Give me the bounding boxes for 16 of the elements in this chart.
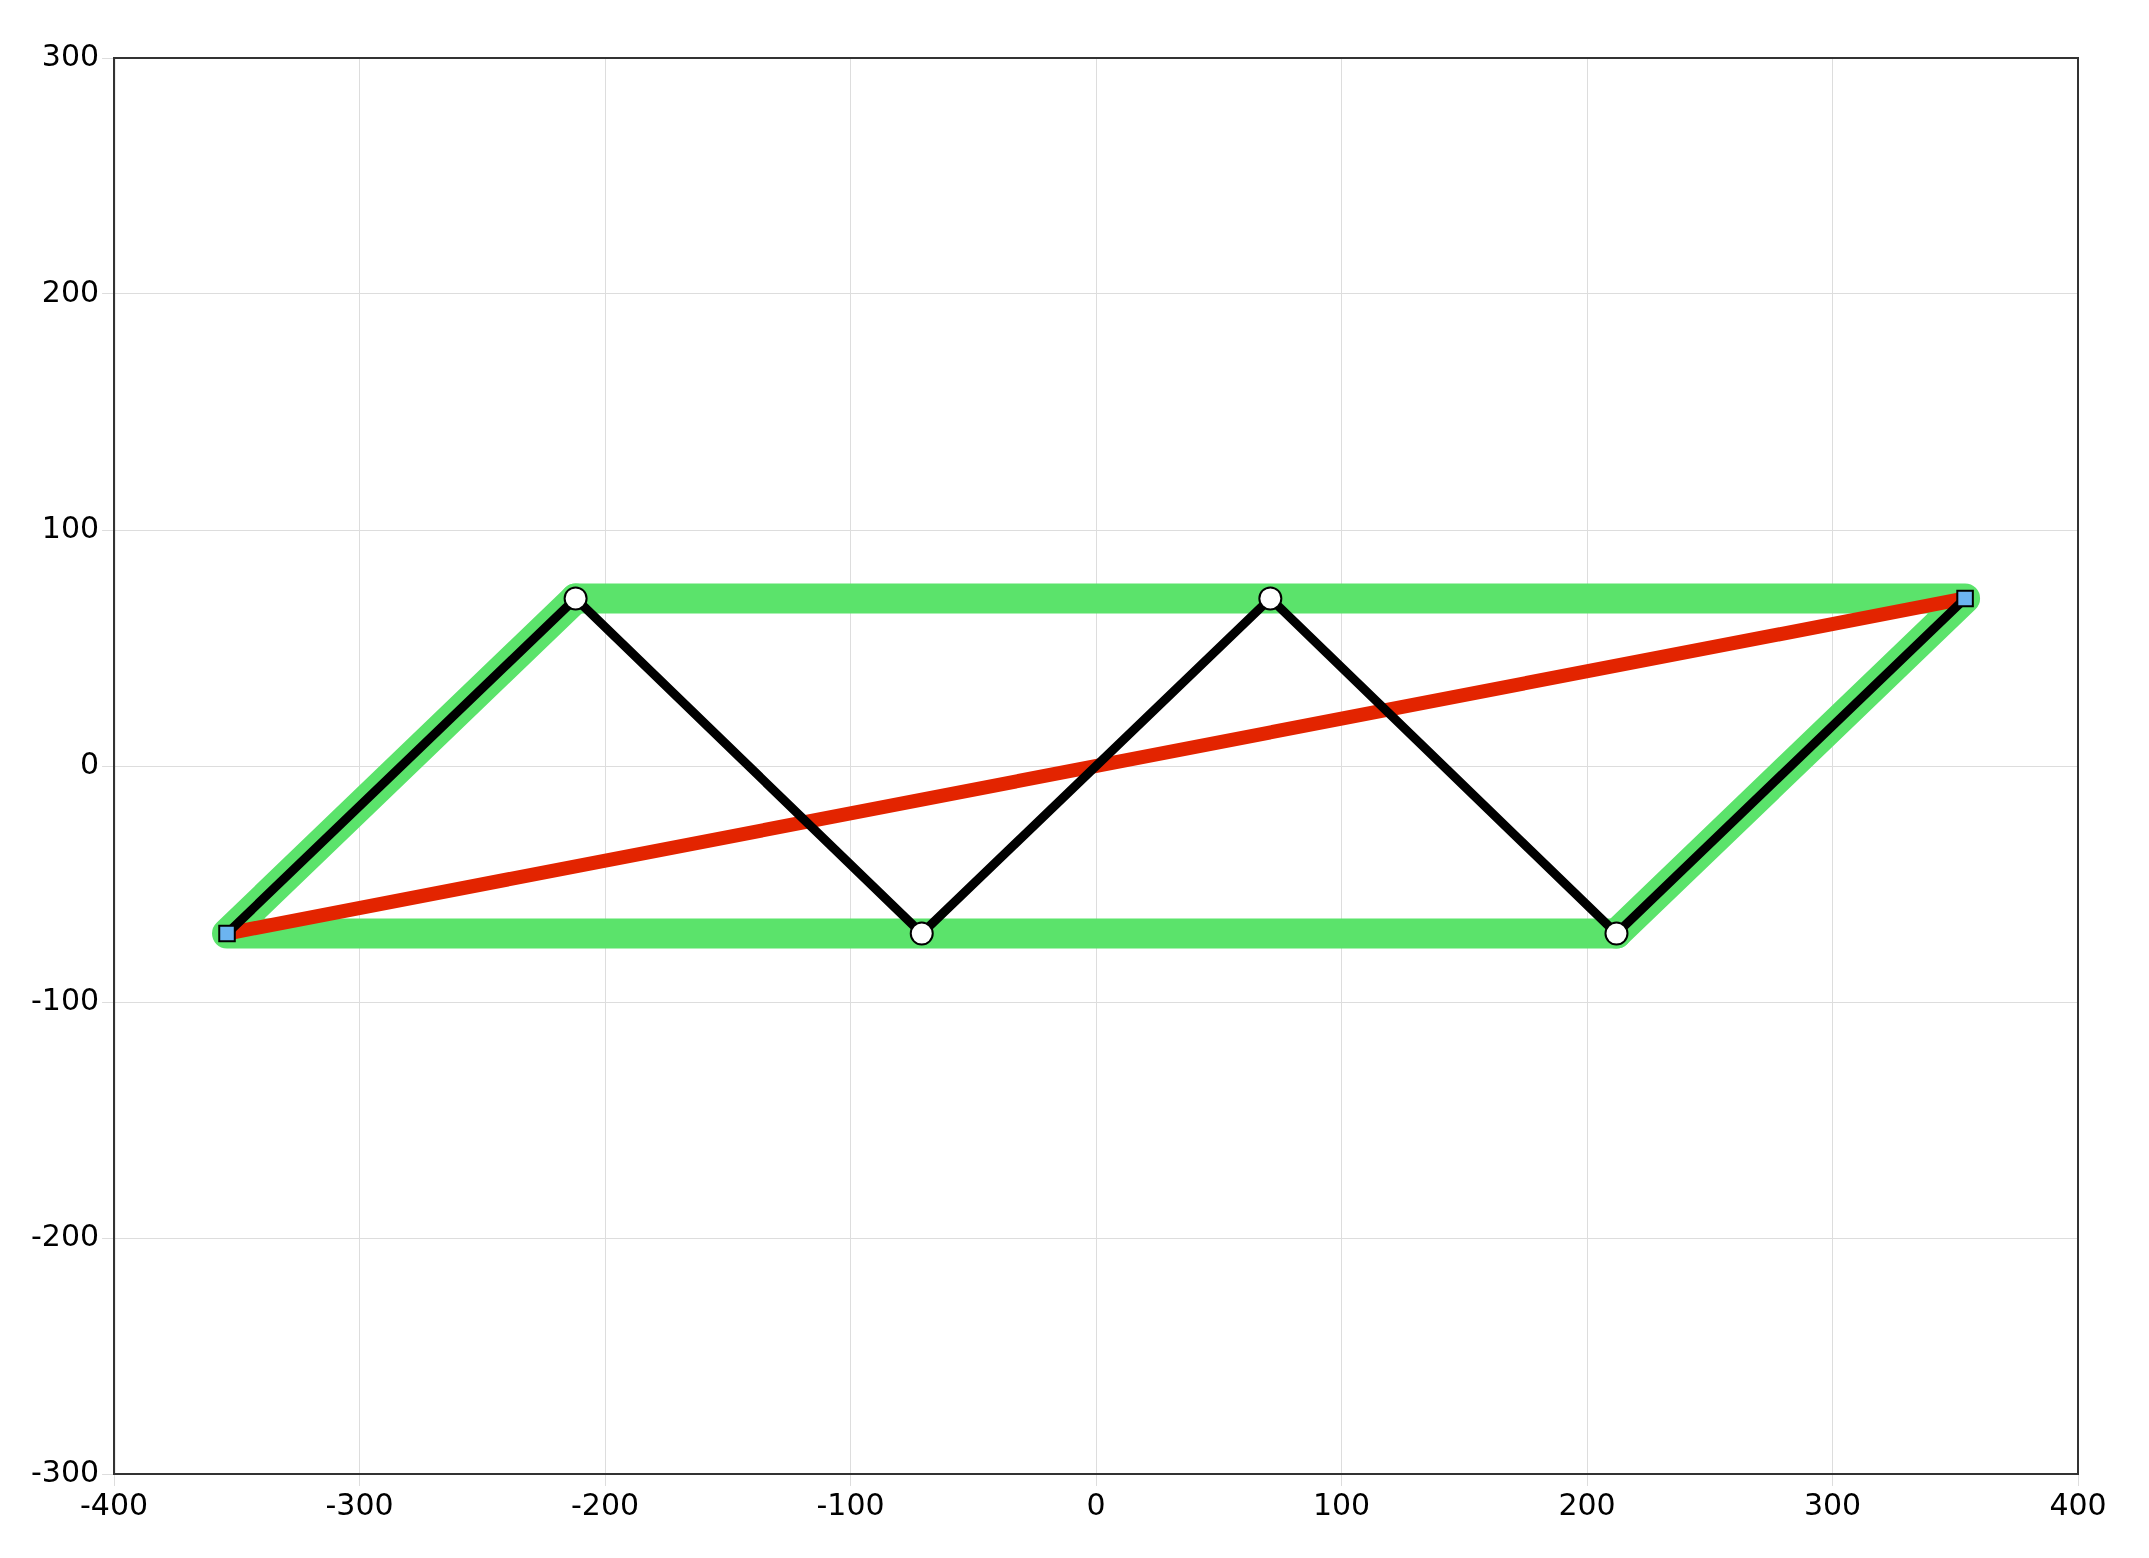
y-tick-label: 0 (79, 745, 100, 781)
x-tick-label: 200 (1558, 1486, 1616, 1522)
x-tick-label: -100 (816, 1486, 885, 1522)
x-tick-label: 0 (1086, 1486, 1106, 1522)
y-tick-label: 200 (41, 273, 100, 309)
y-tick-label: 300 (41, 37, 100, 73)
x-tick-label: 400 (2049, 1486, 2107, 1522)
x-tick-label: -200 (571, 1486, 640, 1522)
y-tick-label: 100 (41, 509, 100, 545)
y-tick-label: -100 (30, 981, 100, 1017)
y-tick-label: -200 (30, 1217, 100, 1253)
y-tick-label: -300 (30, 1453, 100, 1489)
x-tick-label: -400 (80, 1486, 149, 1522)
x-tick-label: 300 (1803, 1486, 1862, 1522)
x-tick-label: -300 (325, 1486, 394, 1522)
x-tick-label: 100 (1312, 1486, 1371, 1522)
